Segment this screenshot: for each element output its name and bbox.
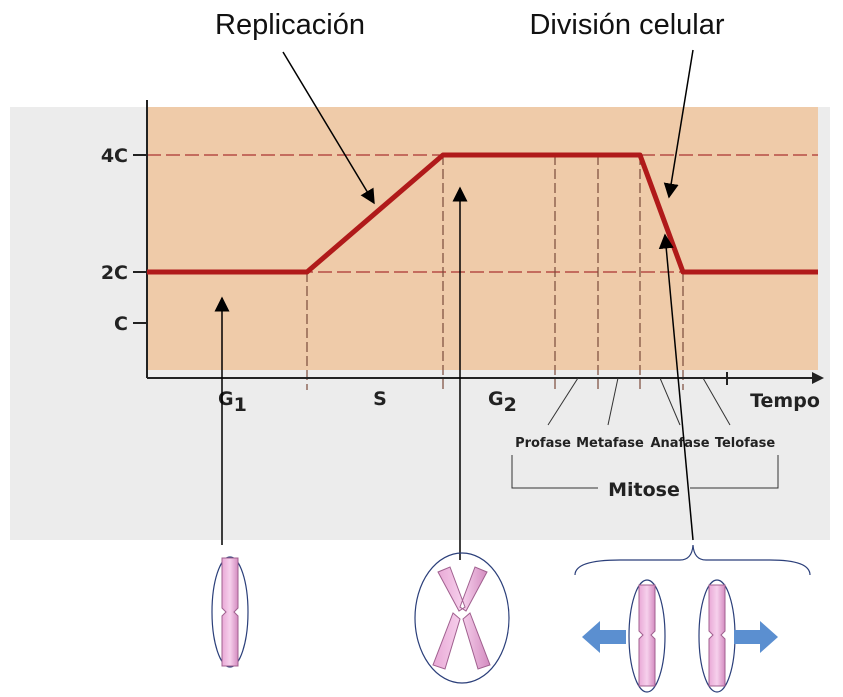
plot-area — [147, 107, 818, 370]
diagram: 4C 2C C G1 S G2 Tempo Profase Metafase A… — [0, 0, 843, 697]
stage-label: Telofase — [715, 436, 776, 451]
stage-label: Anafase — [650, 436, 709, 451]
y-label: 4C — [101, 145, 128, 167]
mitosis-label: Mitose — [608, 479, 680, 501]
phase-label: S — [373, 388, 387, 410]
stage-label: Profase — [515, 436, 571, 451]
annotation: División celular — [529, 9, 724, 41]
y-label: C — [114, 313, 128, 335]
stage-label: Metafase — [576, 436, 644, 451]
annotation: Replicación — [215, 9, 365, 41]
axis-title: Tempo — [750, 390, 820, 412]
chromosomes — [212, 545, 810, 692]
y-label: 2C — [101, 262, 128, 284]
